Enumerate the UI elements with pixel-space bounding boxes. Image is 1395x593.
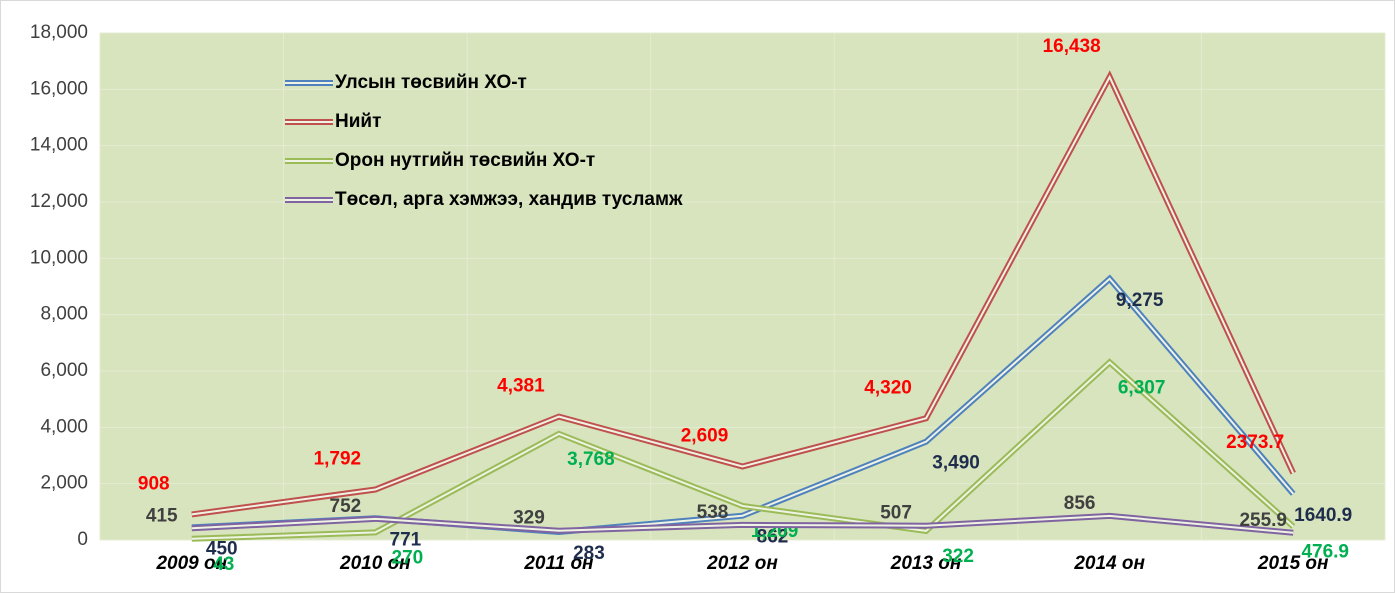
data-label: 322 — [942, 546, 974, 567]
y-tick-label: 16,000 — [30, 78, 88, 99]
data-label: 476.9 — [1301, 542, 1349, 563]
data-label: 283 — [573, 543, 605, 564]
legend-label: Улсын төсвийн ХО-т — [335, 72, 527, 93]
data-label: 43 — [213, 554, 234, 575]
data-label: 270 — [392, 547, 424, 568]
data-label: 2373.7 — [1226, 432, 1284, 453]
data-label: 415 — [146, 505, 178, 526]
data-label: 450 — [206, 538, 238, 559]
x-tick-label: 2014 он — [1073, 553, 1145, 574]
series-line-inner — [191, 74, 1295, 516]
legend-label: Нийт — [335, 111, 381, 132]
y-tick-label: 12,000 — [30, 191, 88, 212]
y-tick-label: 0 — [77, 529, 88, 550]
data-label: 9,275 — [1116, 290, 1164, 311]
x-tick-label: 2015 он — [1257, 553, 1329, 574]
data-label: 507 — [880, 503, 912, 524]
x-tick-label: 2011 он — [523, 553, 594, 574]
data-label: 255.9 — [1239, 510, 1287, 531]
y-tick-label: 10,000 — [30, 247, 88, 268]
y-tick-label: 8,000 — [40, 304, 88, 325]
x-tick-label: 2013 он — [890, 553, 962, 574]
y-tick-label: 2,000 — [40, 473, 88, 494]
data-label: 3,490 — [932, 453, 980, 474]
data-label: 16,438 — [1043, 36, 1101, 57]
series-line-inner — [191, 514, 1294, 534]
data-label: 6,307 — [1118, 377, 1166, 398]
series-line-inner — [191, 361, 1294, 540]
data-label: 752 — [330, 496, 362, 517]
data-label: 862 — [757, 527, 789, 548]
y-tick-label: 18,000 — [30, 22, 88, 43]
x-tick-label: 2010 он — [339, 553, 411, 574]
x-tick-label: 2009 он — [155, 553, 227, 574]
data-label: 329 — [513, 508, 545, 529]
data-label: 771 — [390, 529, 422, 550]
data-label: 1,792 — [314, 449, 362, 470]
legend-label: Төсөл, арга хэмжээ, хандив тусламж — [335, 189, 683, 210]
data-label: 4,381 — [497, 376, 545, 397]
data-label: 3,768 — [567, 449, 615, 470]
data-label: 4,320 — [864, 377, 912, 398]
data-label: 1640.9 — [1294, 505, 1352, 526]
data-label: 908 — [138, 473, 170, 494]
y-tick-label: 4,000 — [40, 416, 88, 437]
x-tick-label: 2012 он — [706, 553, 778, 574]
y-tick-label: 14,000 — [30, 135, 88, 156]
data-label: 856 — [1064, 493, 1096, 514]
y-tick-label: 6,000 — [40, 360, 88, 381]
data-label: 2,609 — [681, 426, 729, 447]
data-label: 538 — [697, 502, 729, 523]
legend-label: Орон нутгийн төсвийн ХО-т — [335, 150, 595, 171]
plot-area — [100, 33, 1385, 540]
